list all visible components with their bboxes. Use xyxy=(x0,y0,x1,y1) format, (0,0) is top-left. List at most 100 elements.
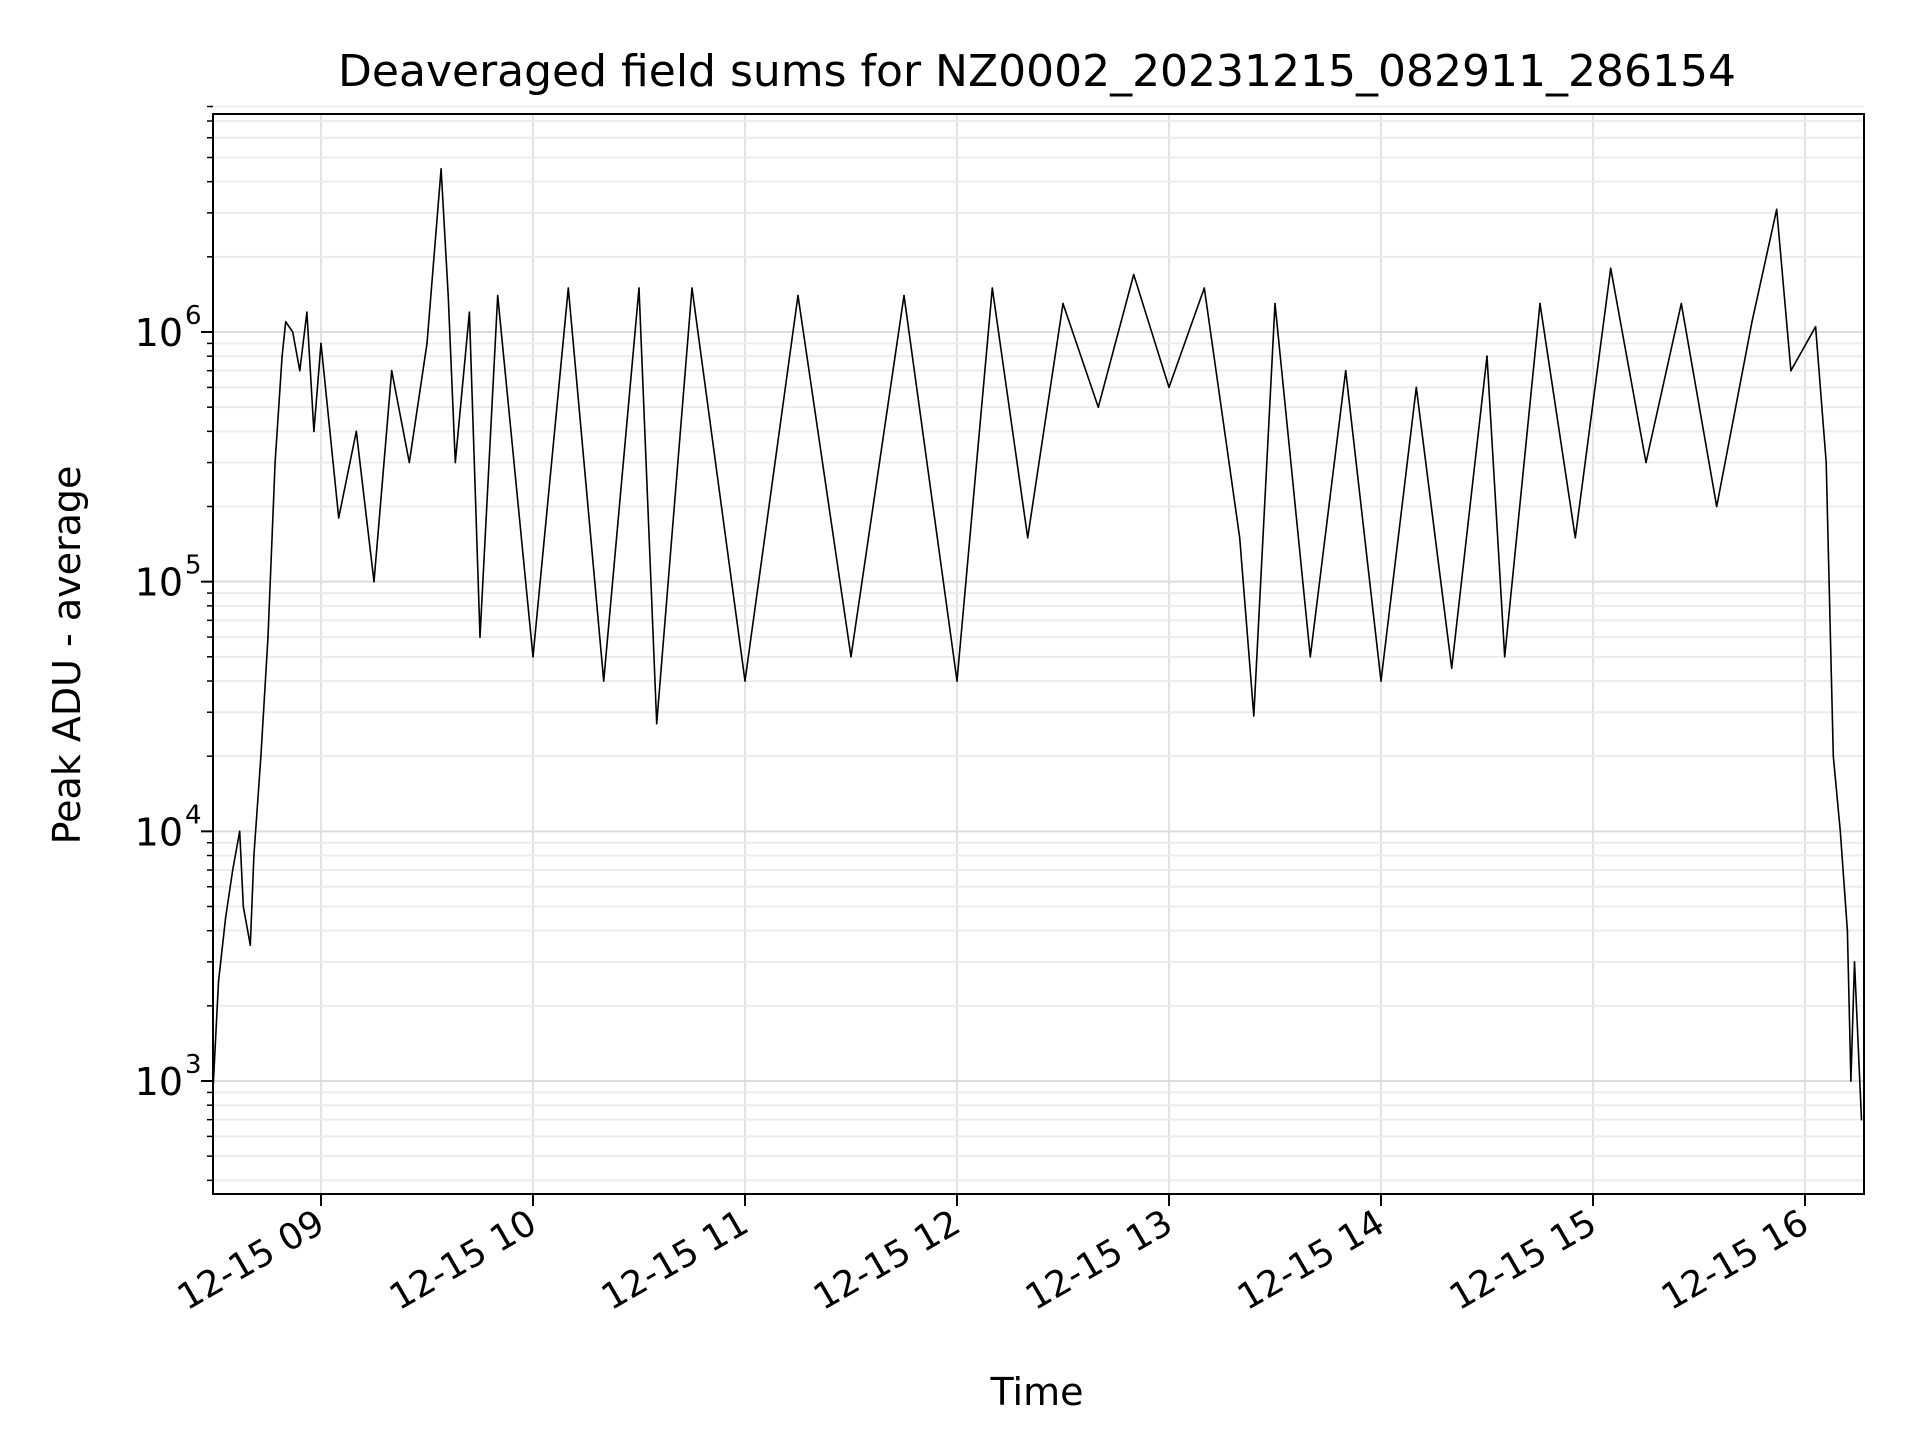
data-point xyxy=(655,722,658,725)
data-point xyxy=(1574,536,1577,539)
x-tick-label: 12-15 15 xyxy=(1443,1202,1604,1318)
x-tick-label: 12-15 09 xyxy=(171,1202,332,1318)
data-point xyxy=(1132,273,1135,276)
data-point xyxy=(274,461,276,464)
data-point xyxy=(337,517,340,519)
data-point xyxy=(238,830,241,833)
data-point xyxy=(224,917,227,919)
data-point xyxy=(903,294,905,297)
data-point xyxy=(479,636,481,638)
data-point xyxy=(231,869,234,871)
data-point xyxy=(1415,386,1418,389)
data-point xyxy=(1680,302,1683,305)
y-tick-exponent: 3 xyxy=(185,1050,202,1080)
data-point xyxy=(1609,267,1612,270)
y-tick-label: 10 xyxy=(135,561,183,605)
data-point xyxy=(496,294,499,297)
y-tick-exponent: 4 xyxy=(185,800,202,830)
data-point xyxy=(1450,667,1453,669)
data-point xyxy=(1860,1118,1863,1121)
series-line xyxy=(213,168,1863,1120)
data-point xyxy=(291,331,294,333)
data-point xyxy=(306,311,308,314)
x-tick-label: 12-15 13 xyxy=(1019,1202,1180,1318)
data-point xyxy=(408,461,411,464)
data-point xyxy=(217,980,220,983)
data-point xyxy=(284,320,287,323)
chart-title: Deaveraged field sums for NZ0002_2023121… xyxy=(338,46,1736,97)
data-point xyxy=(1645,461,1647,464)
data-point xyxy=(454,461,457,464)
y-tick-label: 10 xyxy=(135,311,183,355)
data-point xyxy=(1203,287,1206,289)
data-point xyxy=(468,311,471,314)
y-tick-exponent: 6 xyxy=(185,301,202,331)
data-point xyxy=(320,342,322,345)
data-point xyxy=(1309,656,1312,658)
data-point xyxy=(355,430,358,433)
data-point xyxy=(253,854,255,857)
data-point xyxy=(638,287,640,289)
x-tick-label: 12-15 11 xyxy=(595,1202,756,1318)
x-tick-label: 12-15 12 xyxy=(807,1202,968,1318)
data-point xyxy=(602,680,605,682)
data-point xyxy=(1853,961,1856,963)
data-point xyxy=(1344,369,1347,372)
data-point xyxy=(1832,755,1835,757)
x-axis: 12-15 09 12-15 10 12-15 11 12-15 12 12-15 13… xyxy=(171,1194,1816,1319)
data-point xyxy=(440,168,442,170)
data-point xyxy=(447,294,450,297)
data-point xyxy=(1775,208,1778,211)
data-point xyxy=(1751,320,1753,323)
x-tick-label: 12-15 14 xyxy=(1231,1202,1392,1318)
data-point xyxy=(956,680,958,682)
data-point xyxy=(532,656,534,658)
data-point xyxy=(267,636,269,638)
data-point xyxy=(1790,369,1792,372)
data-point xyxy=(1825,461,1827,464)
x-tick-label: 12-15 16 xyxy=(1655,1202,1816,1318)
y-axis-label: Peak ADU - average xyxy=(45,466,89,845)
data-point xyxy=(691,287,693,289)
data-point xyxy=(1168,386,1170,389)
plot-frame xyxy=(212,113,1865,1195)
data-point xyxy=(1380,680,1382,682)
x-axis-label: Time xyxy=(990,1370,1084,1414)
data-point xyxy=(242,905,245,908)
data-point xyxy=(281,355,283,358)
data-point xyxy=(797,294,799,297)
data-point xyxy=(426,342,428,345)
data-point xyxy=(1097,406,1100,409)
data-point xyxy=(1062,302,1064,305)
data-point xyxy=(1238,536,1241,539)
data-point xyxy=(1274,302,1276,305)
data-point xyxy=(1715,505,1718,508)
data-point xyxy=(1839,830,1842,833)
data-point xyxy=(1253,715,1255,717)
data-point xyxy=(1486,355,1488,358)
data-point xyxy=(744,680,746,682)
data-point xyxy=(390,369,393,372)
data-point xyxy=(1539,302,1541,305)
grid xyxy=(213,105,1864,1194)
data-point xyxy=(1814,325,1817,328)
x-tick-label: 12-15 10 xyxy=(383,1202,544,1318)
data-point xyxy=(373,580,375,583)
series-layer xyxy=(213,168,1863,1121)
data-point xyxy=(567,287,570,289)
data-point xyxy=(299,369,301,372)
data-point xyxy=(991,287,994,289)
data-point xyxy=(1850,1080,1852,1082)
y-tick-exponent: 5 xyxy=(185,551,202,581)
y-tick-label: 10 xyxy=(135,810,183,854)
data-point xyxy=(1026,536,1029,539)
data-point xyxy=(1503,656,1506,658)
data-point xyxy=(1846,929,1849,932)
data-point xyxy=(249,944,252,946)
data-point xyxy=(260,755,262,757)
data-point xyxy=(313,430,315,433)
y-tick-label: 10 xyxy=(135,1060,183,1104)
data-point xyxy=(850,656,852,658)
